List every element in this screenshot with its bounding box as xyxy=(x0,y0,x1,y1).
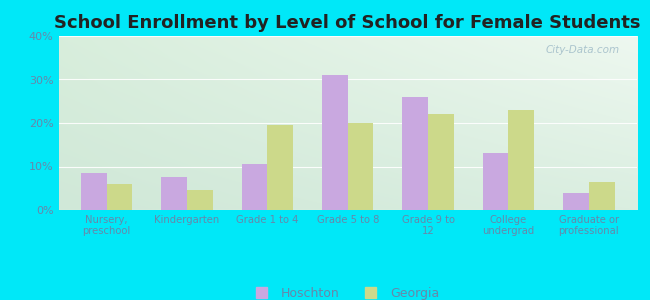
Bar xyxy=(187,190,213,210)
Bar xyxy=(563,193,589,210)
Legend: Hoschton, Georgia: Hoschton, Georgia xyxy=(252,282,444,300)
Bar xyxy=(428,114,454,210)
Text: City-Data.com: City-Data.com xyxy=(545,45,619,55)
Title: School Enrollment by Level of School for Female Students: School Enrollment by Level of School for… xyxy=(55,14,641,32)
Bar xyxy=(322,75,348,210)
Bar xyxy=(267,125,293,210)
Bar xyxy=(348,123,374,210)
Bar xyxy=(161,177,187,210)
Bar xyxy=(483,154,508,210)
Bar xyxy=(508,110,534,210)
Bar xyxy=(589,182,614,210)
Bar xyxy=(107,184,133,210)
Bar xyxy=(81,173,107,210)
Bar xyxy=(242,164,267,210)
Bar xyxy=(402,97,428,210)
